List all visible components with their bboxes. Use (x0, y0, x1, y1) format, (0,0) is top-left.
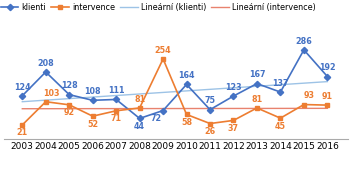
klienti (138, 117, 142, 120)
Legend: klienti, intervence, Lineární (klienti), Lineární (intervence): klienti, intervence, Lineární (klienti),… (1, 3, 316, 12)
intervence (138, 107, 142, 109)
Text: 123: 123 (225, 83, 242, 92)
Text: 45: 45 (275, 122, 286, 131)
klienti (67, 94, 71, 96)
Text: 208: 208 (37, 59, 54, 68)
klienti (161, 109, 165, 112)
intervence (44, 101, 48, 103)
klienti (231, 95, 235, 97)
klienti (114, 98, 118, 100)
intervence (208, 123, 212, 125)
Text: 58: 58 (181, 118, 192, 127)
Text: 81: 81 (134, 95, 145, 104)
Text: 111: 111 (108, 86, 124, 95)
klienti (20, 95, 24, 97)
Text: 103: 103 (43, 89, 59, 98)
Text: 81: 81 (251, 95, 263, 104)
intervence (231, 119, 235, 121)
Text: 44: 44 (134, 122, 145, 131)
Text: 254: 254 (155, 46, 171, 55)
Text: 93: 93 (304, 91, 315, 100)
klienti (325, 75, 329, 78)
Text: 75: 75 (205, 97, 215, 105)
intervence (20, 124, 24, 126)
klienti (302, 49, 306, 51)
intervence (114, 110, 118, 112)
klienti (184, 83, 189, 86)
klienti (90, 99, 95, 101)
Text: 91: 91 (322, 92, 333, 101)
Text: 164: 164 (178, 71, 195, 80)
intervence (325, 104, 329, 106)
klienti (44, 71, 48, 73)
Text: 192: 192 (319, 63, 336, 72)
klienti (208, 109, 212, 111)
Text: 167: 167 (249, 70, 265, 79)
Text: 21: 21 (17, 129, 28, 138)
klienti (255, 83, 259, 85)
intervence (255, 107, 259, 109)
intervence (184, 113, 189, 115)
Text: 37: 37 (228, 124, 239, 133)
klienti (278, 91, 283, 93)
intervence (90, 115, 95, 117)
Text: 124: 124 (14, 83, 31, 92)
Line: intervence: intervence (20, 56, 330, 127)
Line: klienti: klienti (20, 48, 329, 121)
Text: 72: 72 (151, 114, 162, 123)
intervence (278, 117, 283, 119)
intervence (67, 104, 71, 106)
Text: 128: 128 (61, 81, 77, 90)
Text: 286: 286 (296, 37, 312, 46)
Text: 52: 52 (87, 120, 98, 129)
Text: 71: 71 (111, 114, 122, 123)
Text: 137: 137 (272, 79, 289, 88)
intervence (302, 104, 306, 106)
Text: 26: 26 (205, 127, 215, 136)
intervence (161, 58, 165, 60)
Text: 92: 92 (64, 108, 75, 117)
Text: 108: 108 (84, 87, 101, 96)
